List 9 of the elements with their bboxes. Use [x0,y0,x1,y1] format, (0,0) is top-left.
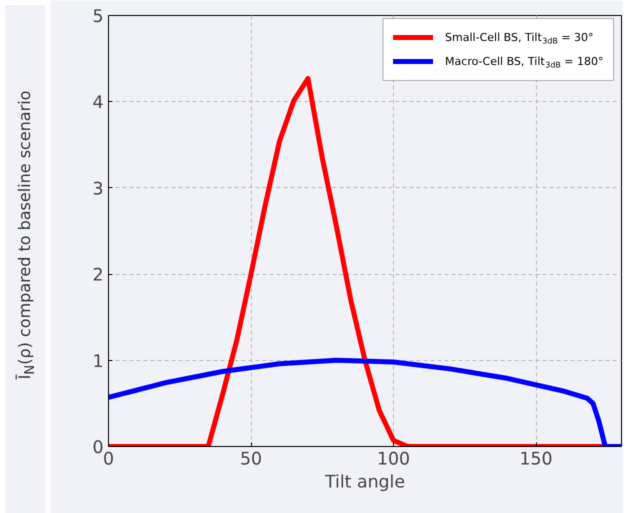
y-tick-label: 2 [92,266,104,286]
x-tick-label: 150 [519,450,553,470]
x-tick-label: 100 [376,450,410,470]
x-tick-label: 50 [240,450,262,470]
y-tick-label: 3 [92,179,104,200]
y-tick-label: 4 [92,93,104,114]
y-tick-label: 5 [92,7,104,27]
y-tick-label: 1 [92,352,104,372]
x-axis-title: Tilt angle [324,472,406,492]
